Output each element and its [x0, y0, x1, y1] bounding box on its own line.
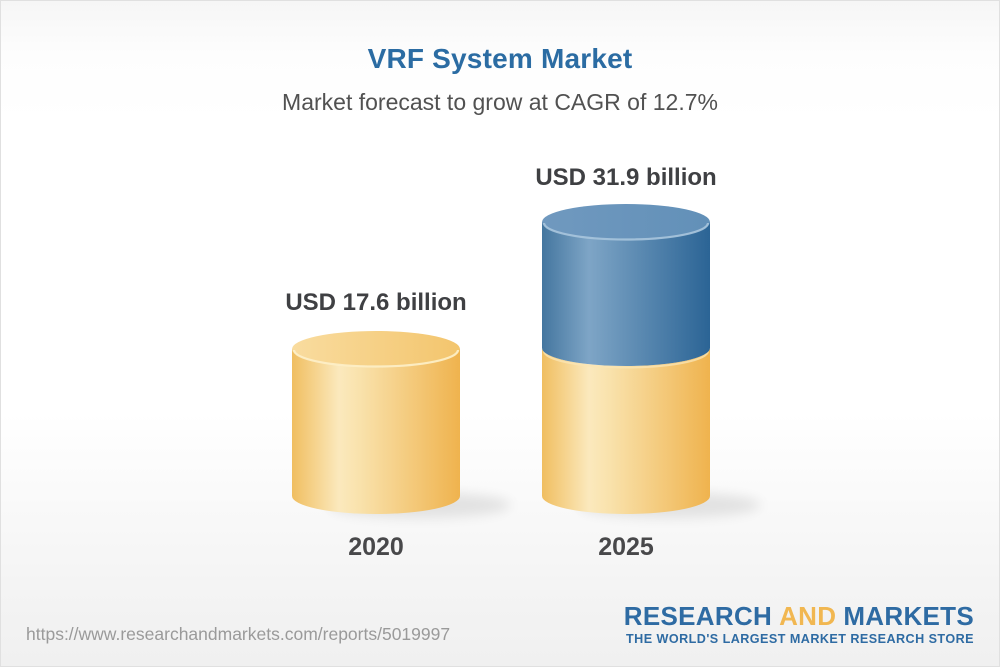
category-label-2025: 2025 — [598, 533, 654, 561]
value-label-2025: USD 31.9 billion — [535, 164, 717, 191]
logo-wordmark: RESEARCH AND MARKETS — [624, 603, 974, 629]
page-title: VRF System Market — [367, 43, 633, 74]
chart-subtitle: Market forecast to grow at CAGR of 12.7% — [282, 89, 718, 115]
category-label-2020: 2020 — [348, 533, 404, 561]
logo-word-research: RESEARCH — [623, 601, 773, 631]
cylinder-2020 — [292, 331, 460, 514]
cylinder-2025-growth-segment — [542, 204, 710, 366]
logo-word-and: AND — [779, 601, 837, 631]
report-url: https://www.researchandmarkets.com/repor… — [26, 624, 451, 644]
logo-tagline: THE WORLD'S LARGEST MARKET RESEARCH STOR… — [626, 632, 974, 646]
logo-word-markets: MARKETS — [843, 601, 974, 631]
value-label-2020: USD 17.6 billion — [285, 289, 467, 316]
researchandmarkets-logo: RESEARCH AND MARKETS THE WORLD'S LARGEST… — [624, 603, 974, 646]
cylinder-2025-base-segment — [542, 348, 710, 514]
